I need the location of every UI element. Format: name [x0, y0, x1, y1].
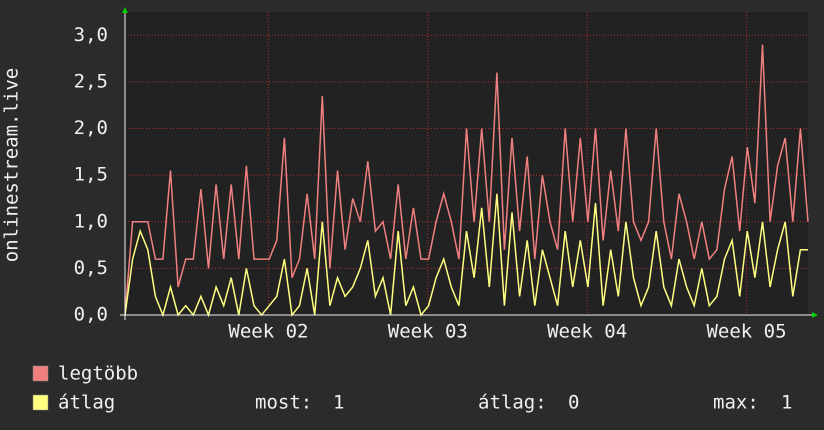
x-tick-label: Week 03 [388, 321, 468, 343]
y-tick-label: 3,0 [74, 24, 108, 46]
y-tick-label: 2,0 [74, 117, 108, 139]
stat-value: 0 [568, 392, 579, 414]
legend-label: legtöbb [58, 363, 138, 385]
x-tick-label: Week 04 [547, 321, 627, 343]
y-arrow [122, 7, 128, 13]
legend-swatch [32, 365, 49, 382]
stat-value: 1 [781, 392, 792, 414]
y-tick-label: 1,5 [74, 164, 108, 186]
stat-label: max: [713, 392, 759, 414]
legend-swatch [32, 394, 49, 411]
plot-area [125, 12, 808, 315]
x-tick-label: Week 02 [228, 321, 308, 343]
stat-label: átlag: [478, 392, 547, 414]
stat-label: most: [255, 392, 312, 414]
x-tick-label: Week 05 [706, 321, 786, 343]
y-tick-label: 2,5 [74, 70, 108, 92]
legend-label: átlag [58, 392, 115, 414]
y-tick-label: 0,0 [74, 304, 108, 326]
y-axis-label: onlinestream.live [1, 68, 23, 262]
x-arrow [812, 312, 818, 318]
stat-value: 1 [333, 392, 344, 414]
y-tick-label: 1,0 [74, 210, 108, 232]
series-line [124, 44, 809, 316]
y-tick-label: 0,5 [74, 257, 108, 279]
